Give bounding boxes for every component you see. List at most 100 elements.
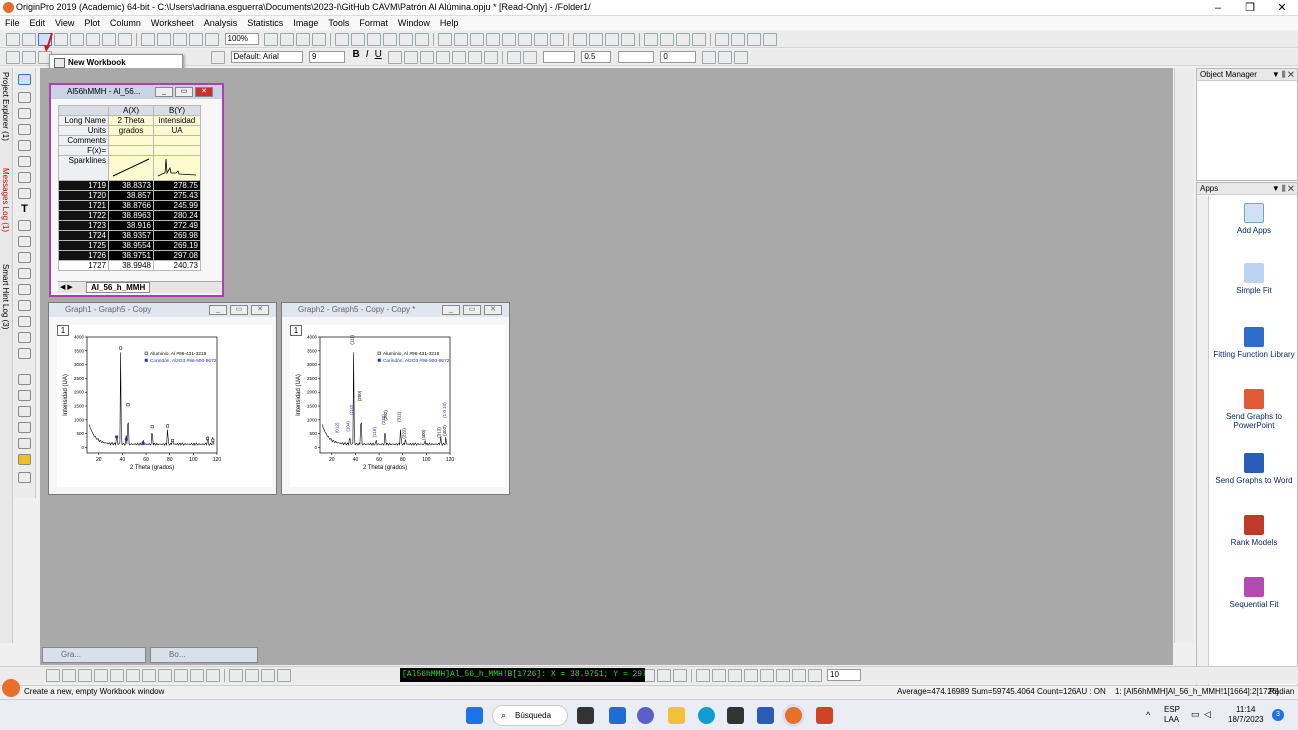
code-builder-icon[interactable] [296,33,311,46]
cursor-icon[interactable] [18,156,31,167]
table-row[interactable]: 1719 38.8373 278.75 [58,180,201,191]
table-row[interactable]: 1723 38.916 272.49 [58,220,201,231]
underline-button[interactable]: U [374,49,382,60]
font-size-combo[interactable]: 9 [309,51,346,63]
3d-plot-icon[interactable] [190,669,204,682]
color-scale-icon[interactable] [18,454,31,465]
minimized-graph[interactable]: Gra... [42,647,146,663]
shape-tool-icon[interactable] [18,268,31,279]
graph1-titlebar[interactable]: Graph1 - Graph5 - Copy _ ▭ ✕ [49,303,276,317]
smart-hint-icon[interactable] [399,33,414,46]
workbook-minimize-button[interactable]: _ [155,87,173,97]
tab-smart-hint-log[interactable]: Smart Hint Log (3) [1,264,10,330]
notification-badge[interactable]: 3 [1272,709,1284,721]
filter-clear-icon[interactable] [550,33,565,46]
row-header[interactable]: 1726 [58,250,109,261]
label-cell[interactable]: UA [153,125,201,136]
new-layout-icon[interactable] [118,33,132,46]
align-top-icon[interactable] [727,669,742,682]
matrix-plot-icon[interactable] [277,669,291,682]
graph1-minimize-button[interactable]: _ [209,305,227,315]
data-reader-icon[interactable] [18,140,31,151]
data-cell[interactable]: 280.24 [153,210,201,221]
app-fitting-function-library[interactable]: Fitting Function Library [1211,327,1297,359]
clock-date[interactable]: 18/7/2023 [1228,715,1264,724]
circle-icon[interactable] [18,390,31,401]
store-icon[interactable] [727,707,744,724]
tab-project-explorer[interactable]: Project Explorer (1) [1,72,10,141]
data-cell[interactable]: 38.9751 [108,250,154,261]
worksheet-grid[interactable]: A(X) B(Y) Long Name 2 Theta intensidad Unit… [58,105,201,271]
bar-chart-icon[interactable] [502,33,517,46]
column-header-b[interactable]: B(Y) [153,105,201,116]
menu-help[interactable]: Help [439,18,459,28]
ungroup-icon[interactable] [775,669,790,682]
zoom-out-icon[interactable] [18,108,31,119]
row-header[interactable]: 1719 [58,180,109,191]
table-row[interactable]: 1722 38.8963 280.24 [58,210,201,221]
app-simple-fit[interactable]: Simple Fit [1211,263,1297,295]
menu-worksheet[interactable]: Worksheet [150,18,194,28]
contour-icon[interactable] [174,669,188,682]
multi-panel-icon[interactable] [229,669,243,682]
annotation-icon[interactable] [18,172,31,183]
matrix-icon[interactable] [22,51,36,64]
superscript-icon[interactable] [388,51,403,64]
data-cell[interactable]: 245.99 [153,200,201,211]
menu-window[interactable]: Window [397,18,430,28]
menu-analysis[interactable]: Analysis [203,18,238,28]
menu-file[interactable]: File [5,18,20,28]
workbook-window[interactable]: Al56hMMH - Al_56... _ ▭ ✕ A(X) B(Y) Long … [49,83,224,297]
task-view-icon[interactable] [577,707,594,724]
clock-time[interactable]: 11:14 [1236,705,1256,714]
sheet-tab[interactable]: Al_56_h_MMH [86,282,151,293]
line-width-combo[interactable]: 0.5 [581,51,612,63]
graph2-titlebar[interactable]: Graph2 - Graph5 - Copy - Copy * _ ▭ ✕ [282,303,509,317]
batch-icon[interactable] [747,33,762,46]
x-column-icon[interactable] [573,33,588,46]
histogram-icon[interactable] [110,669,124,682]
language-bottom[interactable]: LAA [1164,715,1180,724]
hand-icon[interactable] [18,284,31,295]
word-taskbar-icon[interactable] [757,707,774,724]
font-combo[interactable]: Default: Arial [230,51,303,63]
border-icon[interactable] [717,51,732,64]
open-icon[interactable] [141,33,155,46]
italic-button[interactable]: I [365,49,369,60]
data-cell[interactable]: 38.9554 [108,240,154,251]
insert-graph-icon[interactable] [18,316,31,327]
table-row[interactable]: 1726 38.9751 297.08 [58,250,201,261]
data-cell[interactable]: 38.8766 [108,200,154,211]
panel-controls[interactable]: ▼ ⫼ ✕ [1271,70,1294,79]
label-cell[interactable] [108,135,154,146]
pattern-combo[interactable]: 0 [660,51,697,63]
row-header[interactable]: 1720 [58,190,109,201]
row-header[interactable]: 1725 [58,240,109,251]
arrow-tool-icon[interactable] [18,236,31,247]
scatter-plot-icon[interactable] [62,669,76,682]
maximize-button[interactable]: ❐ [1245,2,1255,14]
bitmap-icon[interactable] [18,472,31,483]
polar-plot-icon[interactable] [158,669,172,682]
set-xy-icon[interactable] [454,33,469,46]
row-header[interactable]: 1721 [58,200,109,211]
taskbar-search[interactable]: ⌕ Búsqueda [492,705,568,726]
align-bottom-icon[interactable] [743,669,758,682]
graph2-layer-button[interactable]: 1 [290,325,302,336]
label-cell[interactable]: 2 Theta [108,115,154,126]
graph2-minimize-button[interactable]: _ [442,305,460,315]
teams-icon[interactable] [637,707,654,724]
mask-icon[interactable] [18,332,31,343]
status-angle[interactable]: Radian [1269,687,1295,696]
data-cell[interactable]: 38.8963 [108,210,154,221]
data-cell[interactable]: 272.49 [153,220,201,231]
graph1-layer-button[interactable]: 1 [57,325,69,336]
table-row[interactable]: 1724 38.9357 269.98 [58,230,201,241]
tools-icon[interactable] [731,33,746,46]
sparkline-b[interactable] [153,155,201,181]
arrow-combo[interactable] [617,51,654,63]
app-sequential-fit[interactable]: Sequential Fit [1211,577,1297,609]
graph1-restore-button[interactable]: ▭ [230,305,248,315]
menu-format[interactable]: Format [359,18,388,28]
save-template-icon[interactable] [189,33,203,46]
